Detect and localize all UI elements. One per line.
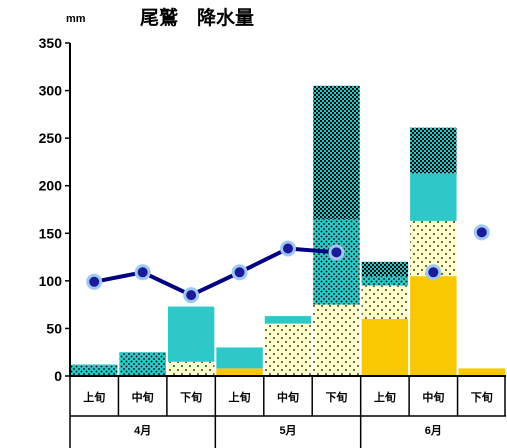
line-point [134,264,151,281]
line-series [93,246,337,298]
x-axis: 上旬 中旬 下旬 上旬 中旬 下旬 上旬 中旬 下旬 4月 5月 6月 [69,375,506,448]
line-point [280,240,296,257]
month-label: 4月 [134,424,151,437]
line-point [473,224,490,241]
y-tick-label: 150 [39,225,63,241]
bar-stacks [71,85,505,376]
bar-segment [216,368,263,376]
bar-segment [313,85,360,220]
line-point [425,264,442,281]
bar-segment [71,364,118,376]
line-point [183,287,200,304]
bar-segment [313,304,360,376]
month-label: 6月 [425,424,442,437]
y-tick-label: 100 [39,273,63,289]
bar-segment [361,285,409,319]
x-tick-label: 下旬 [180,390,202,404]
bar-segment [167,306,215,362]
bar-segment [264,323,312,376]
line-point [328,244,345,261]
bar-segment [361,261,409,277]
x-tick-label: 上旬 [374,390,396,404]
x-tick-label: 上旬 [229,390,251,404]
x-tick-label: 中旬 [422,390,444,404]
bar-segment [410,276,457,376]
bar-segment [410,173,457,221]
bar-segment [313,219,360,305]
y-tick-label: 0 [54,368,62,384]
y-tick-label: 250 [39,130,63,146]
y-tick-label: 350 [39,35,63,51]
x-tick-label: 上旬 [83,390,105,404]
bar-segment [264,316,312,324]
bar-segment [361,276,409,286]
x-tick-label: 中旬 [132,390,154,404]
y-tick-label: 50 [46,320,62,336]
line-point [86,273,103,290]
chart-title: 尾鷲 降水量 [140,6,254,29]
bar-segment [361,318,409,376]
bar-segment [167,361,215,376]
bar-segment [119,352,166,376]
line-point [231,264,248,281]
y-tick-label: 200 [39,178,63,194]
unit-label: mm [66,13,86,25]
bar-segment [458,368,505,376]
precipitation-line [86,224,490,304]
x-tick-label: 下旬 [471,390,493,404]
y-tick-label: 300 [39,83,63,99]
month-label: 5月 [279,424,296,437]
y-axis: 0 50 100 150 200 250 300 350 [39,35,71,384]
x-tick-label: 中旬 [277,390,299,404]
x-tick-label: 下旬 [325,390,347,404]
bar-segment [410,127,457,174]
bar-segment [216,347,263,369]
